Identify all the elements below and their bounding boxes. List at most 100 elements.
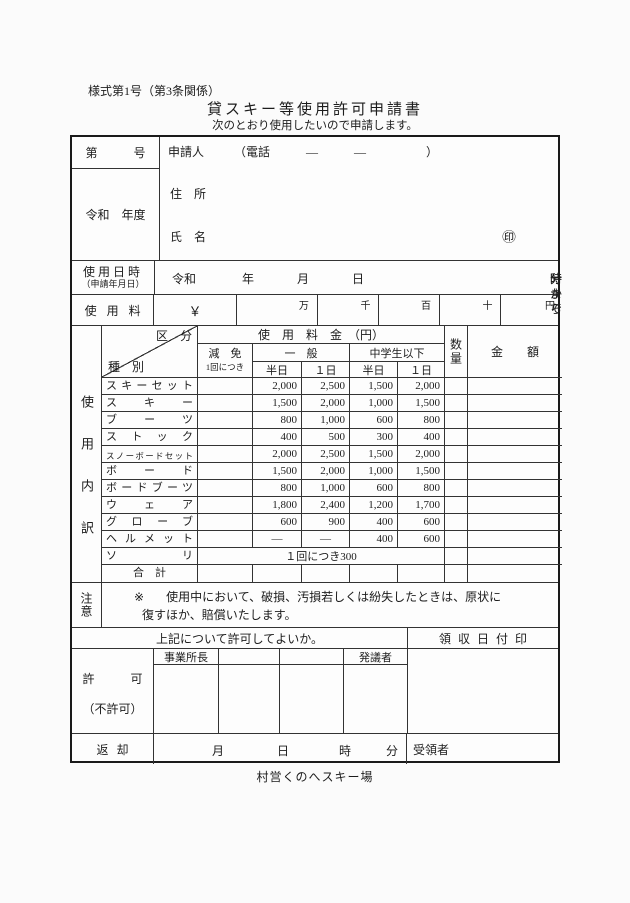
signature-box xyxy=(280,665,343,733)
month-label: 月 xyxy=(297,272,310,286)
amount-cell xyxy=(468,565,562,582)
reduction-cell xyxy=(198,395,253,412)
office-head-label: 事業所長 xyxy=(154,649,218,665)
permit-label-cell: 許 可 （不許可） xyxy=(72,649,154,733)
form-number-note: 様式第1号（第3条関係） xyxy=(88,84,221,98)
reduction-cell xyxy=(198,446,253,463)
reduction-header: 減 免 1回につき xyxy=(198,344,253,378)
item-name: ウェア xyxy=(102,497,198,514)
item-name: ストック xyxy=(102,429,198,446)
page-subtitle: 次のとおり使用したいので申請します。 xyxy=(212,120,418,132)
to-hour-label: 時 xyxy=(550,272,563,286)
qty-cell xyxy=(445,395,468,412)
reduction-cell xyxy=(198,531,253,548)
note-line2: 復すほか、賠償いたします。 xyxy=(142,608,297,622)
amount-cell xyxy=(468,395,562,412)
qty-cell xyxy=(445,480,468,497)
note-section: 注意 ※ 使用中において、破損、汚損若しくは紛失したときは、原状に 復すほか、賠償… xyxy=(72,583,558,628)
return-label: 返却 xyxy=(72,734,154,764)
price-cell: 1,200 xyxy=(350,497,398,514)
total-label: 合 計 xyxy=(102,565,198,582)
era-label: 令和 xyxy=(172,272,197,286)
unit-man-cell: 万 xyxy=(237,295,318,325)
usage-datetime-title: 使用日時 xyxy=(82,264,143,279)
approval-question: 上記について許可してよいか。 xyxy=(72,628,408,648)
year-label: 年 xyxy=(242,272,255,286)
price-cell: 1,800 xyxy=(253,497,302,514)
signature-column-blank1 xyxy=(219,649,280,733)
deny-label: （不許可） xyxy=(82,701,143,716)
price-cell: 600 xyxy=(398,514,445,531)
amount-cell xyxy=(468,480,562,497)
amount-cell xyxy=(468,446,562,463)
price-cell: 600 xyxy=(253,514,302,531)
price-cell: 2,000 xyxy=(398,446,445,463)
fee-title-header: 使 用 料 金 （円） xyxy=(198,326,445,344)
doc-no-column: 第 号 令和 年度 xyxy=(72,137,160,260)
from-hour-label: 時 xyxy=(550,272,563,286)
price-cell: 1,000 xyxy=(302,412,350,429)
qty-cell xyxy=(445,548,468,565)
return-hour-label: 時 xyxy=(339,744,352,758)
era-year-cell: 令和 年度 xyxy=(85,208,146,222)
qty-cell xyxy=(445,497,468,514)
signature-box xyxy=(219,665,279,733)
item-name: スキーセット xyxy=(102,378,198,395)
note-marker: ※ xyxy=(134,590,145,604)
note-body: ※ 使用中において、破損、汚損若しくは紛失したときは、原状に 復すほか、賠償いたし… xyxy=(102,583,558,627)
price-cell: 600 xyxy=(350,412,398,429)
to-min-label: 分まで xyxy=(550,272,563,316)
item-name: ヘルメット xyxy=(102,531,198,548)
price-cell: 1,500 xyxy=(398,463,445,480)
day-label: 日 xyxy=(352,272,365,286)
unit-sen-cell: 千 xyxy=(318,295,380,325)
price-cell: 800 xyxy=(398,480,445,497)
usage-datetime-label: 使用日時 （申請年月日） xyxy=(72,261,155,294)
fee-table: 使用内訳 区 分 種 別 使 用 料 金 （円） 数量 金 額 減 免 1回につ… xyxy=(72,326,562,583)
applicant-section: 第 号 令和 年度 申請人 （電話 ― ― ） 住 所 氏 名 ㊞ xyxy=(72,137,558,261)
signature-box xyxy=(154,665,218,733)
signature-column-proposer: 発議者 xyxy=(344,649,408,733)
price-cell: 600 xyxy=(350,480,398,497)
amount-cell xyxy=(468,412,562,429)
application-form: 第 号 令和 年度 申請人 （電話 ― ― ） 住 所 氏 名 ㊞ 使用日時 （… xyxy=(70,135,562,764)
price-cell: 800 xyxy=(253,480,302,497)
return-month-label: 月 xyxy=(212,744,225,758)
fee-table-side-label: 使用内訳 xyxy=(72,326,102,582)
price-cell: 1,000 xyxy=(350,463,398,480)
usage-datetime-section: 使用日時 （申請年月日） 令和 年 月 日 時 分から 時 分まで xyxy=(72,261,562,316)
reduction-cell xyxy=(198,412,253,429)
price-cell: 2,500 xyxy=(302,446,350,463)
approval-signature-section: 許 可 （不許可） 事業所長 発議者 xyxy=(72,649,558,734)
receipt-stamp-label: 領収日付印 xyxy=(438,631,534,646)
qty-cell xyxy=(445,446,468,463)
price-cell: 1,000 xyxy=(350,395,398,412)
return-datetime: 月 日 時 分 xyxy=(154,734,407,764)
amount-cell xyxy=(468,531,562,548)
price-cell: 1,700 xyxy=(398,497,445,514)
price-cell: 400 xyxy=(350,514,398,531)
price-cell: 2,000 xyxy=(398,378,445,395)
address-label: 住 所 xyxy=(170,187,207,201)
reduction-cell xyxy=(198,514,253,531)
price-cell: 600 xyxy=(398,531,445,548)
price-cell: 2,500 xyxy=(302,378,350,395)
approval-question-section: 上記について許可してよいか。 領収日付印 xyxy=(72,628,558,649)
doc-number-cell: 第 号 xyxy=(72,137,159,169)
blank-header xyxy=(219,649,279,665)
unit-en-cell: 円 xyxy=(545,301,555,312)
qty-cell xyxy=(445,565,468,582)
item-name: ボードブーツ xyxy=(102,480,198,497)
price-cell: 800 xyxy=(398,412,445,429)
item-name: ボード xyxy=(102,463,198,480)
from-min-label: 分から xyxy=(550,272,563,316)
reduction-sublabel: 1回につき xyxy=(205,362,245,373)
signature-columns: 事業所長 発議者 xyxy=(154,649,408,733)
corner-shubetsu-label: 種 別 xyxy=(108,360,145,374)
price-cell: 800 xyxy=(253,412,302,429)
footer-ski-area-name: 村営くのへスキー場 xyxy=(256,770,374,784)
receiver-label: 受領者 xyxy=(413,742,450,757)
signature-column-head: 事業所長 xyxy=(154,649,219,733)
price-cell: 2,400 xyxy=(302,497,350,514)
qty-cell xyxy=(445,514,468,531)
